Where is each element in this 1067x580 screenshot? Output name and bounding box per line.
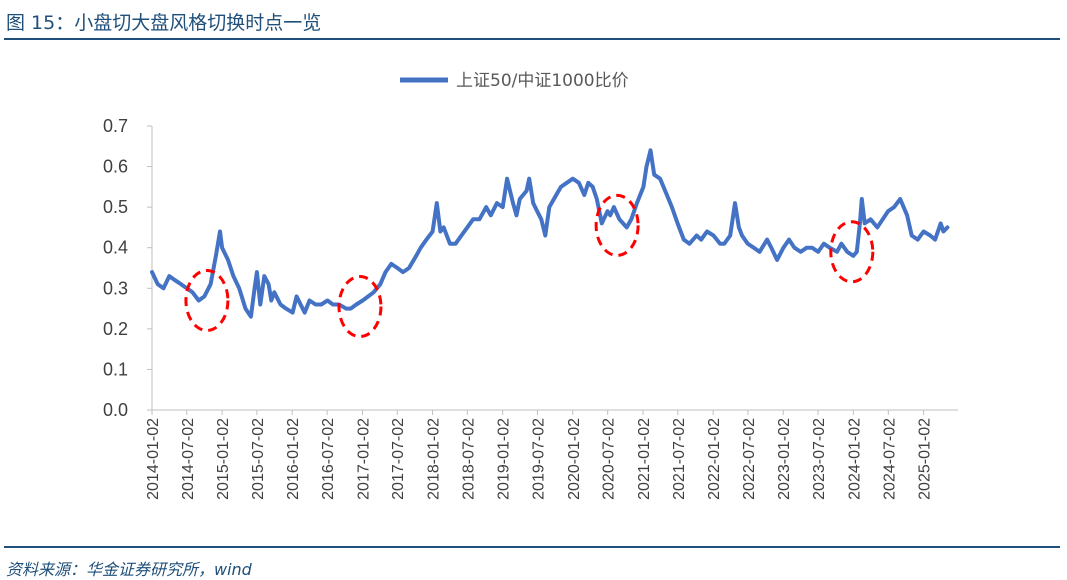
y-tick-label: 0.5 (103, 197, 128, 217)
x-tick-label: 2018-07-02 (460, 418, 477, 500)
y-tick-label: 0.1 (103, 359, 128, 379)
figure-title: 图 15：小盘切大盘风格切换时点一览 (6, 12, 322, 34)
x-tick-label: 2022-07-02 (741, 418, 758, 500)
y-tick-label: 0.2 (103, 319, 128, 339)
x-axis: 2014-01-02 2014-07-02 2015-01-02 2015-07-02… (145, 409, 958, 500)
y-tick-label: 0.0 (103, 400, 128, 420)
y-tick-label: 0.6 (103, 157, 128, 177)
switch-point-marker (337, 275, 383, 339)
source-note: 资料来源：华金证券研究所，wind (6, 560, 252, 579)
source-divider (4, 546, 1060, 548)
x-tick-label: 2021-07-02 (671, 418, 688, 500)
x-tick-label: 2017-07-02 (390, 418, 407, 500)
y-tick-label: 0.3 (103, 278, 128, 298)
y-tick-label: 0.7 (103, 116, 128, 136)
x-tick-label: 2014-07-02 (180, 418, 197, 500)
x-tick-label: 2023-01-02 (776, 418, 793, 500)
x-tick-label: 2014-01-02 (145, 418, 162, 500)
x-tick-label: 2015-01-02 (215, 418, 232, 500)
switch-point-marker (829, 220, 875, 284)
x-tick-label: 2020-07-02 (601, 418, 618, 500)
x-tick-label: 2016-01-02 (285, 418, 302, 500)
switch-point-marker (184, 268, 230, 332)
y-tick-label: 0.4 (103, 238, 128, 258)
switch-point-marker (594, 193, 640, 257)
x-tick-label: 2019-01-02 (496, 418, 513, 500)
x-tick-label: 2018-01-02 (426, 418, 443, 500)
x-tick-label: 2016-07-02 (320, 418, 337, 500)
title-divider (4, 38, 1060, 40)
x-tick-label: 2023-07-02 (811, 418, 828, 500)
x-tick-label: 2021-01-02 (636, 418, 653, 500)
switch-point-markers (184, 193, 875, 339)
x-tick-label: 2024-01-02 (846, 418, 863, 500)
x-tick-label: 2020-01-02 (566, 418, 583, 500)
x-tick-label: 2015-07-02 (250, 418, 267, 500)
x-tick-label: 2025-01-02 (917, 418, 934, 500)
x-tick-label: 2017-01-02 (355, 418, 372, 500)
series-line (150, 148, 950, 319)
x-tick-label: 2022-01-02 (706, 418, 723, 500)
legend-label: 上证50/中证1000比价 (456, 71, 629, 91)
y-axis: 0.0 0.1 0.2 0.3 0.4 0.5 0.6 0.7 (103, 116, 153, 420)
chart-legend: 上证50/中证1000比价 (400, 71, 629, 91)
x-tick-label: 2019-07-02 (530, 418, 547, 500)
x-tick-label: 2024-07-02 (881, 418, 898, 500)
